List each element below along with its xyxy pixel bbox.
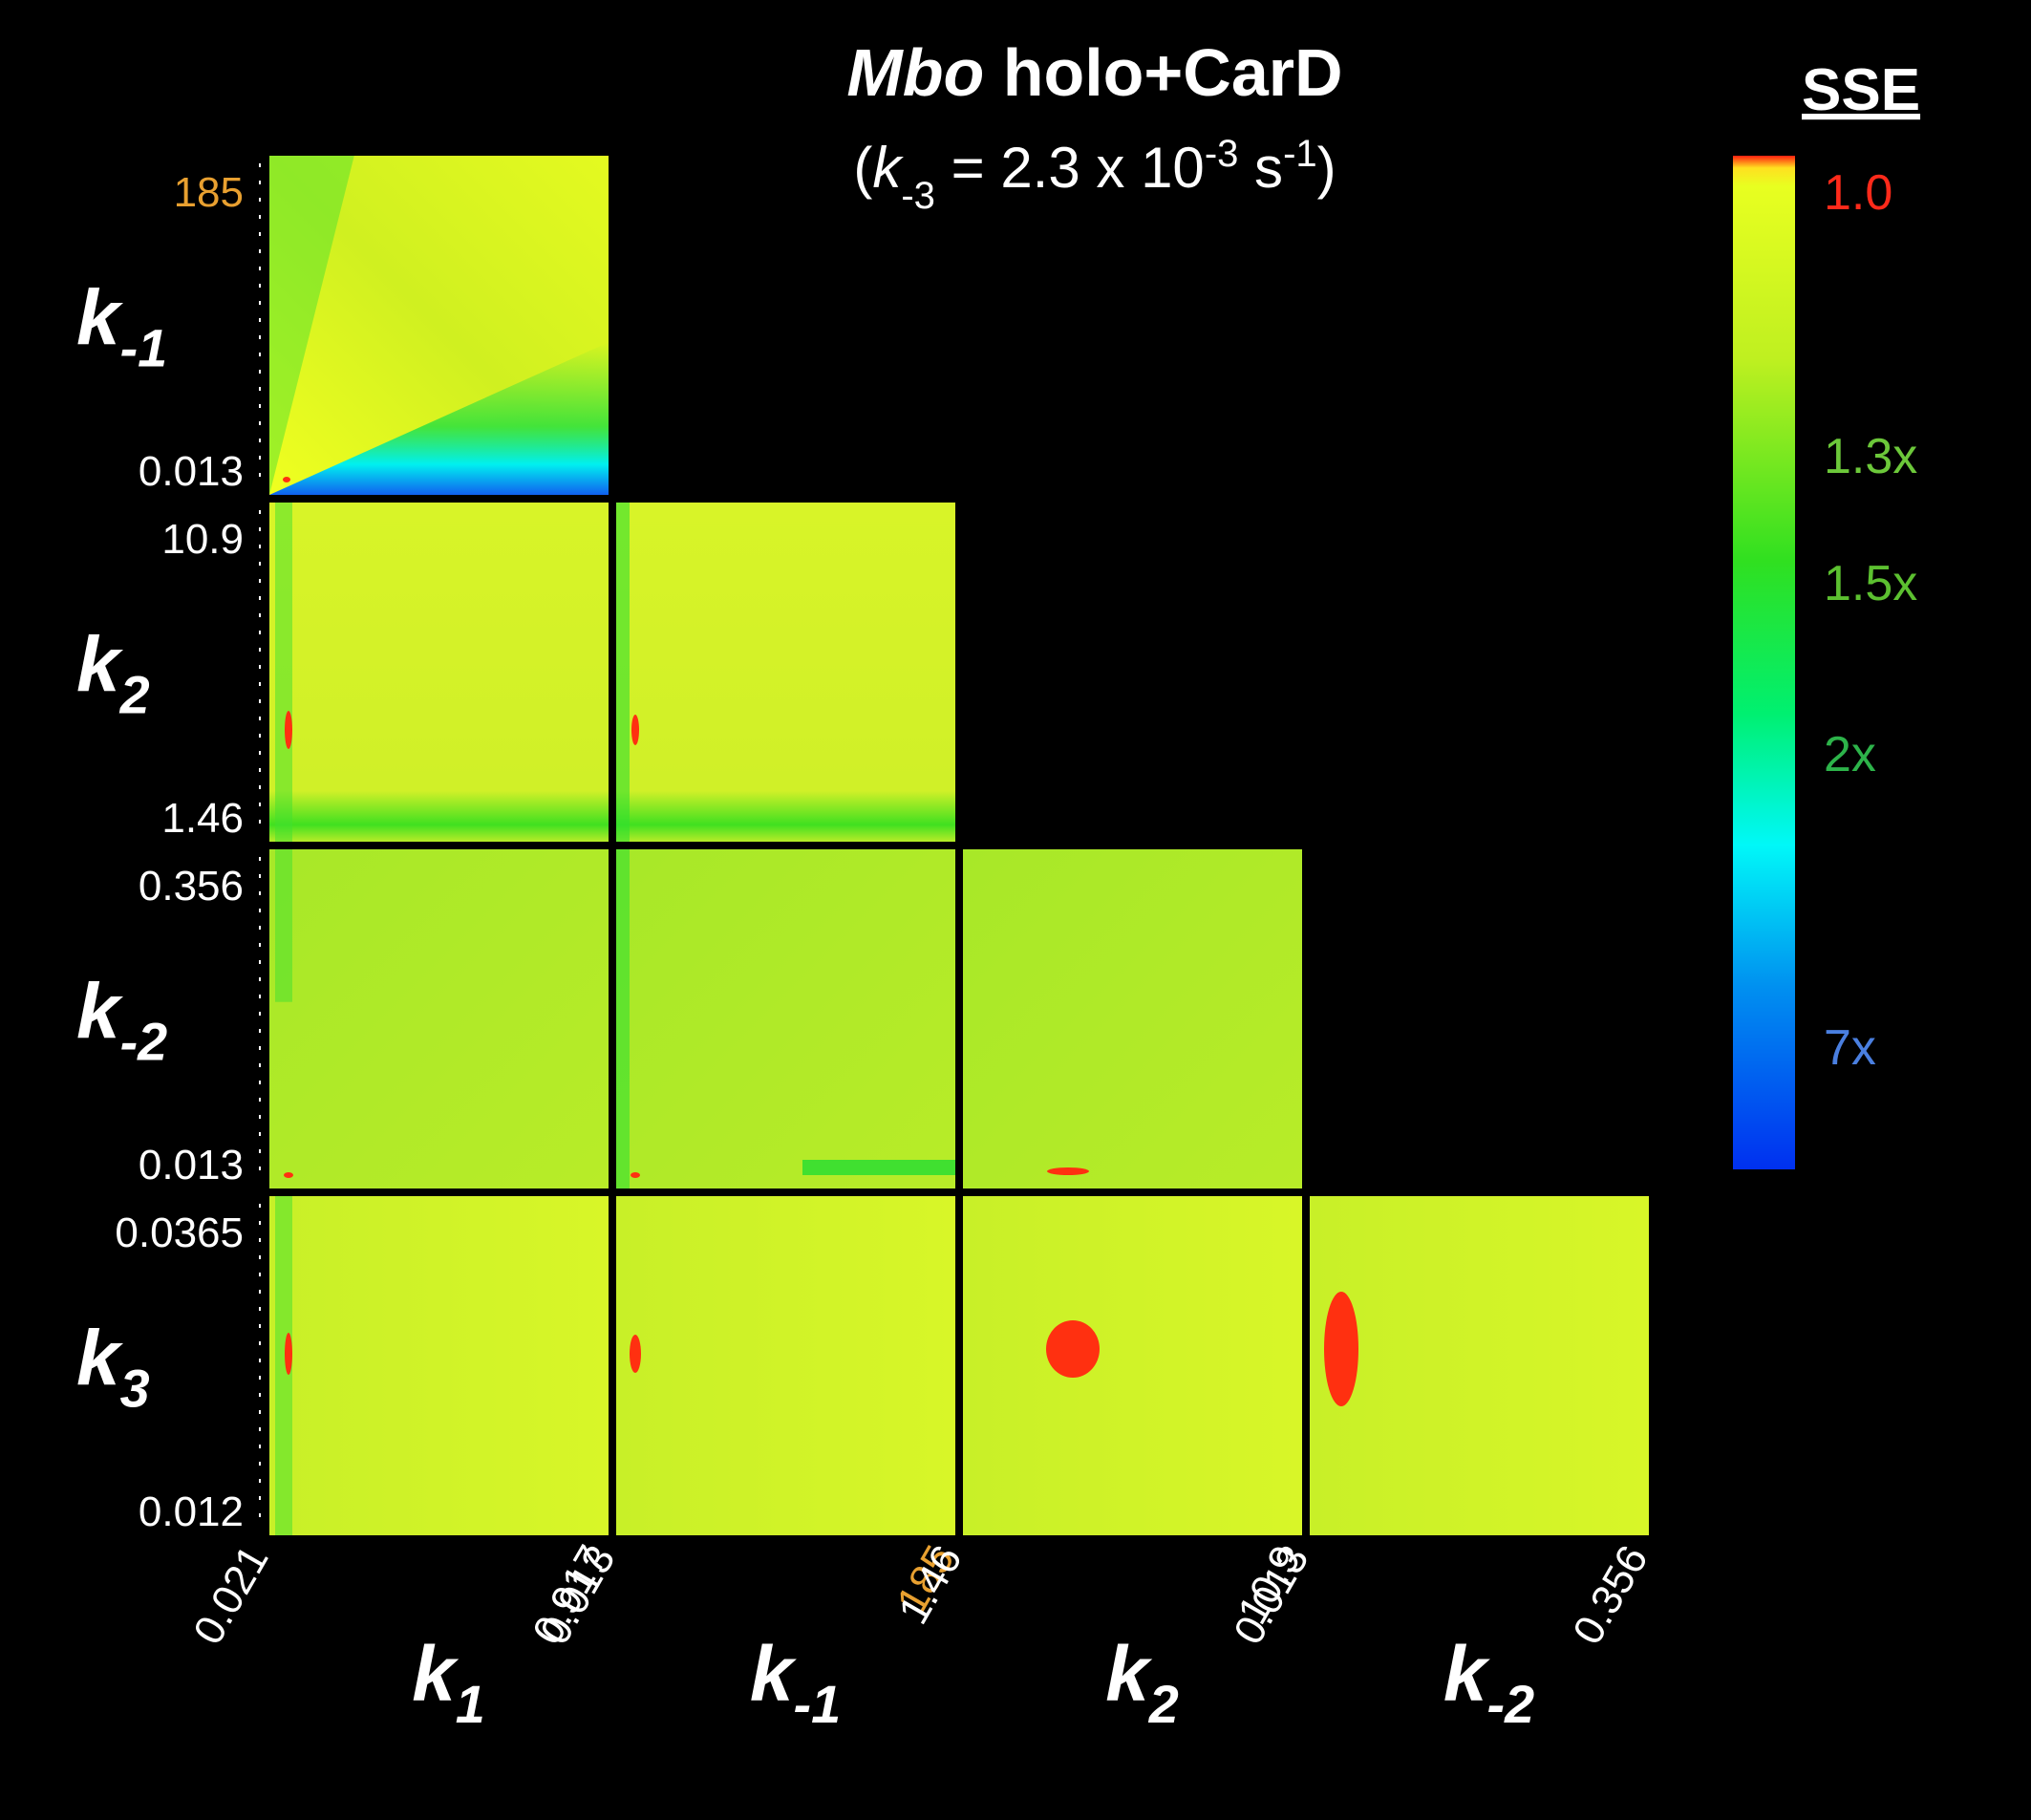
heatmap — [269, 503, 609, 842]
heatmap — [616, 849, 955, 1188]
y-range-min: 0.013 — [139, 1142, 244, 1188]
title-italic: Mbo — [846, 35, 984, 110]
heatmap-minimum — [1047, 1167, 1089, 1175]
axis-symbol: k2 — [76, 622, 150, 725]
subtitle-part: k — [872, 136, 904, 200]
colorbar-label: 1.5x — [1824, 556, 1917, 611]
axis-symbol: k2 — [1105, 1631, 1179, 1734]
heatmap-minimum — [284, 1172, 293, 1178]
axis-symbol: k-2 — [76, 969, 167, 1072]
colorbar-label: 1.0 — [1824, 165, 1892, 221]
axis-symbol-sub: 2 — [1148, 1675, 1179, 1734]
heatmap-band — [269, 342, 609, 495]
axis-symbol-letter: k — [1105, 1631, 1153, 1718]
y-range-max: 10.9 — [161, 516, 244, 563]
axis-symbol-letter: k — [76, 969, 124, 1056]
axis-symbol-letter: k — [76, 622, 124, 709]
heatmap-panel — [616, 503, 955, 842]
heatmap-edge — [616, 503, 630, 842]
colorbar-label: 1.3x — [1824, 429, 1917, 484]
subtitle-part: ( — [853, 136, 872, 200]
heatmap — [269, 1196, 609, 1535]
heatmap-edge — [275, 1196, 292, 1535]
heatmap — [1310, 1196, 1649, 1535]
colorbar-label: 2x — [1824, 727, 1876, 782]
heatmap — [963, 849, 1302, 1188]
axis-symbol-letter: k — [76, 1316, 124, 1402]
heatmap-minimum — [631, 1172, 640, 1178]
heatmap — [616, 1196, 955, 1535]
y-range-min: 0.013 — [139, 448, 244, 495]
heatmap — [269, 849, 609, 1188]
axis-symbol-sub: 3 — [120, 1359, 150, 1418]
axis-symbol: k-2 — [1443, 1631, 1534, 1734]
heatmap — [616, 503, 955, 842]
heatmap-minimum — [285, 1333, 292, 1375]
y-range-min: 1.46 — [161, 795, 244, 842]
heatmap-minimum — [1324, 1292, 1358, 1406]
heatmap — [963, 1196, 1302, 1535]
heatmap-band — [269, 156, 354, 495]
heatmap-panel — [616, 1196, 955, 1535]
y-range-max: 185 — [174, 169, 244, 216]
panels: k-11850.013k210.91.46k-20.3560.013k30.03… — [76, 156, 1657, 1734]
axis-symbol: k3 — [76, 1316, 150, 1419]
y-range-min: 0.012 — [139, 1488, 244, 1535]
y-range-max: 0.0365 — [115, 1210, 244, 1256]
heatmap-edge — [616, 849, 630, 1188]
heatmap-minimum — [285, 711, 292, 749]
x-range-min: 0.021 — [184, 1538, 277, 1653]
heatmap-minimum — [630, 1335, 641, 1373]
subtitle: (k-3 = 2.3 x 10-3 s-1) — [853, 133, 1336, 217]
heatmap-panel — [269, 849, 609, 1188]
axis-symbol-sub: -2 — [120, 1012, 168, 1071]
colorbar — [1733, 156, 1795, 1169]
y-range-max: 0.356 — [139, 863, 244, 910]
subtitle-part: s — [1238, 136, 1283, 200]
heatmap-panel — [269, 156, 609, 495]
heatmap-minimum — [1046, 1320, 1100, 1378]
colorbar-label: 7x — [1824, 1020, 1876, 1076]
subtitle-part: -1 — [1283, 133, 1317, 175]
axis-symbol: k1 — [412, 1631, 485, 1734]
axis-symbol-sub: 2 — [119, 665, 150, 724]
heatmap-panel — [269, 503, 609, 842]
heatmap-streak — [802, 1160, 955, 1175]
axis-symbol: k-1 — [76, 275, 167, 378]
heatmap-panel — [269, 1196, 609, 1535]
heatmap-edge — [275, 503, 292, 842]
axis-symbol-sub: 1 — [456, 1675, 485, 1734]
subtitle-part: = 2.3 x 10 — [935, 136, 1205, 200]
heatmap-panel — [963, 849, 1302, 1188]
axis-symbol-sub: -1 — [120, 318, 168, 377]
axis-symbol-sub: -2 — [1487, 1675, 1535, 1734]
subtitle-part: -3 — [1205, 133, 1239, 175]
subtitle-part: -3 — [901, 175, 935, 217]
axis-symbol: k-1 — [750, 1631, 841, 1734]
heatmap-minimum — [283, 477, 290, 482]
title: Mbo holo+CarD — [846, 35, 1342, 110]
title-text: holo+CarD — [984, 35, 1342, 110]
heatmap-panel — [616, 849, 955, 1188]
axis-symbol-letter: k — [750, 1631, 798, 1718]
heatmap-minimum — [631, 715, 639, 745]
heatmap-edge — [275, 849, 292, 1002]
heatmap-panel — [963, 1196, 1302, 1535]
axis-symbol-sub: -1 — [794, 1675, 842, 1734]
colorbar-title: SSE — [1802, 57, 1920, 123]
axis-symbol-letter: k — [1443, 1631, 1491, 1718]
axis-symbol-letter: k — [76, 275, 124, 362]
axis-symbol-letter: k — [412, 1631, 460, 1718]
heatmap-panel — [1310, 1196, 1649, 1535]
subtitle-part: ) — [1317, 136, 1336, 200]
x-range-max: 0.356 — [1564, 1538, 1657, 1653]
